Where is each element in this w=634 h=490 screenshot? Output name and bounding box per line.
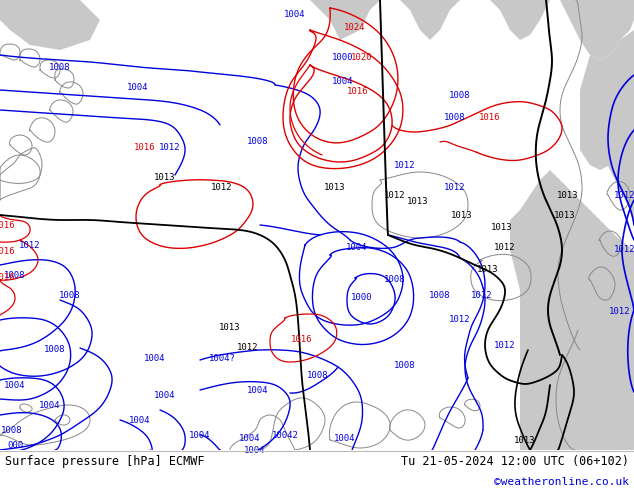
Text: 1000: 1000 bbox=[332, 53, 354, 63]
Text: 1016: 1016 bbox=[0, 247, 16, 256]
Text: 1013: 1013 bbox=[219, 323, 241, 333]
Text: 1004: 1004 bbox=[332, 77, 354, 87]
Text: 1004: 1004 bbox=[334, 434, 356, 442]
Text: 1012: 1012 bbox=[211, 183, 233, 193]
Text: 1004: 1004 bbox=[39, 400, 61, 410]
Text: 1012: 1012 bbox=[450, 316, 471, 324]
Text: 1013: 1013 bbox=[324, 183, 346, 193]
Text: 1016: 1016 bbox=[134, 144, 156, 152]
Polygon shape bbox=[510, 170, 634, 450]
Text: 1012: 1012 bbox=[159, 144, 181, 152]
Text: 1004?: 1004? bbox=[209, 353, 235, 363]
Text: 1004: 1004 bbox=[145, 353, 165, 363]
Text: 1004: 1004 bbox=[190, 431, 210, 440]
Text: 1004: 1004 bbox=[244, 445, 266, 455]
Text: 1012: 1012 bbox=[495, 341, 515, 349]
Text: 1012: 1012 bbox=[384, 191, 406, 199]
Text: Surface pressure [hPa] ECMWF: Surface pressure [hPa] ECMWF bbox=[5, 455, 205, 467]
Text: 1013: 1013 bbox=[154, 173, 176, 182]
Text: 1004: 1004 bbox=[127, 83, 149, 93]
Text: 1004: 1004 bbox=[239, 434, 261, 442]
Text: 1008: 1008 bbox=[307, 370, 329, 379]
Text: 1008: 1008 bbox=[1, 425, 23, 435]
Text: Tu 21-05-2024 12:00 UTC (06+102): Tu 21-05-2024 12:00 UTC (06+102) bbox=[401, 455, 629, 467]
Text: 1016: 1016 bbox=[347, 88, 369, 97]
Text: 1012: 1012 bbox=[19, 241, 41, 249]
Text: 1012: 1012 bbox=[614, 245, 634, 254]
Polygon shape bbox=[0, 0, 100, 50]
Text: 1008: 1008 bbox=[247, 138, 269, 147]
Text: 1004: 1004 bbox=[129, 416, 151, 424]
Text: 1012: 1012 bbox=[237, 343, 259, 352]
Text: 10042: 10042 bbox=[271, 431, 299, 440]
Text: 1013: 1013 bbox=[514, 436, 536, 444]
Text: 1013: 1013 bbox=[407, 197, 429, 206]
Text: 1016: 1016 bbox=[0, 220, 16, 229]
Text: 1004: 1004 bbox=[346, 244, 368, 252]
Text: 1013: 1013 bbox=[557, 191, 579, 199]
Text: 1008: 1008 bbox=[49, 64, 71, 73]
Text: 1008: 1008 bbox=[450, 91, 471, 99]
Text: 1008: 1008 bbox=[444, 114, 466, 122]
Text: 1012: 1012 bbox=[614, 191, 634, 199]
Text: 1008: 1008 bbox=[394, 361, 416, 369]
Text: 1016: 1016 bbox=[0, 273, 16, 283]
Polygon shape bbox=[580, 75, 634, 170]
Text: 000: 000 bbox=[7, 441, 23, 449]
Text: 1012: 1012 bbox=[471, 291, 493, 299]
Polygon shape bbox=[260, 0, 634, 60]
Text: 1013: 1013 bbox=[477, 266, 499, 274]
Text: 1008: 1008 bbox=[384, 275, 406, 285]
Text: 1000: 1000 bbox=[351, 294, 373, 302]
Text: 1024: 1024 bbox=[344, 24, 366, 32]
Text: 1008: 1008 bbox=[59, 291, 81, 299]
Text: 1016: 1016 bbox=[479, 114, 501, 122]
Text: 1012: 1012 bbox=[394, 161, 416, 170]
Text: 1008: 1008 bbox=[44, 345, 66, 354]
Polygon shape bbox=[580, 30, 634, 450]
Text: 1008: 1008 bbox=[4, 270, 26, 279]
Text: 1016: 1016 bbox=[291, 336, 313, 344]
Text: 1020: 1020 bbox=[351, 53, 373, 63]
Text: 1012: 1012 bbox=[444, 183, 466, 193]
Text: 1013: 1013 bbox=[491, 223, 513, 232]
Text: 1004: 1004 bbox=[247, 386, 269, 394]
Text: 1008: 1008 bbox=[429, 291, 451, 299]
Text: 1012: 1012 bbox=[495, 244, 515, 252]
Text: 1012: 1012 bbox=[609, 308, 631, 317]
Text: ©weatheronline.co.uk: ©weatheronline.co.uk bbox=[494, 477, 629, 487]
Text: 1004: 1004 bbox=[4, 381, 26, 390]
Text: 1004: 1004 bbox=[284, 10, 306, 20]
Text: 1013: 1013 bbox=[451, 211, 473, 220]
Text: 1004: 1004 bbox=[154, 391, 176, 399]
Text: 1013: 1013 bbox=[554, 211, 576, 220]
